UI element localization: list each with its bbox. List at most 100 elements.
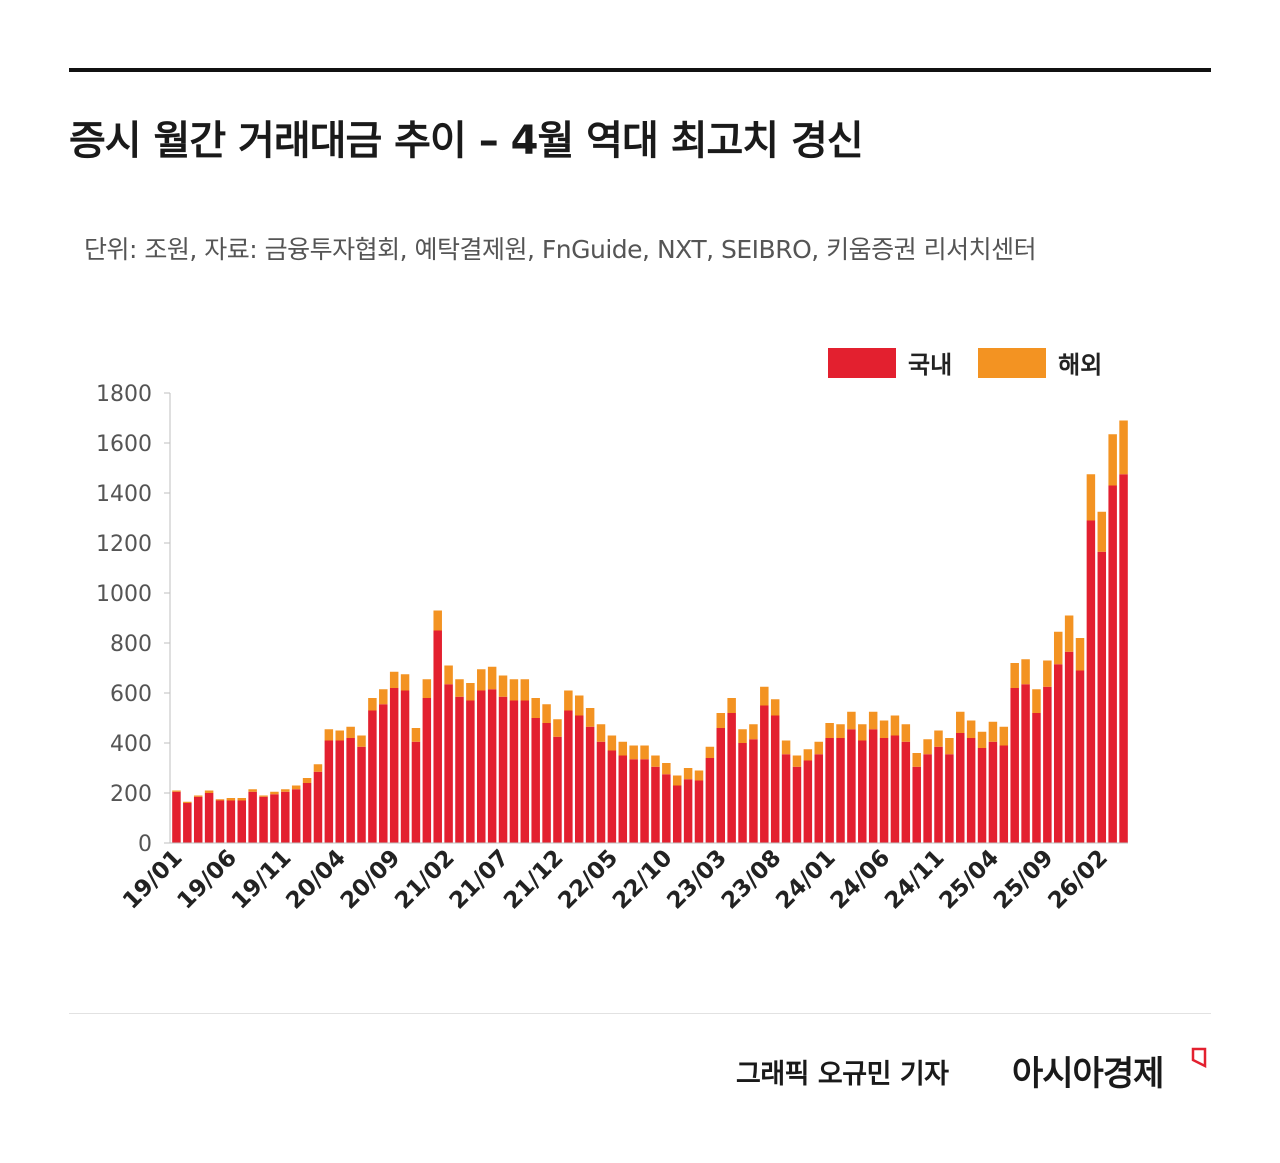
bar-overseas — [477, 669, 486, 691]
bar-overseas — [1119, 420, 1128, 475]
footer-credit: 그래픽 오규민 기자 — [736, 1059, 949, 1090]
bar-overseas — [662, 763, 671, 775]
bar-overseas — [738, 729, 747, 743]
bar-overseas — [542, 704, 551, 723]
brand-logo: 아시아경제 — [1012, 1054, 1164, 1094]
bar-domestic — [248, 791, 257, 843]
bar-overseas — [901, 724, 911, 742]
bar-domestic — [662, 774, 671, 843]
bar-domestic — [531, 718, 540, 843]
bar-domestic — [270, 794, 279, 843]
legend-item-overseas: 해외 — [978, 345, 1102, 380]
bar-domestic — [215, 800, 225, 843]
bar-overseas — [1064, 615, 1074, 652]
bar-domestic — [1086, 520, 1096, 843]
bar-overseas — [781, 740, 791, 755]
bar-domestic — [183, 803, 192, 843]
bar-domestic — [1021, 684, 1030, 843]
bar-overseas — [183, 801, 192, 803]
legend-label-domestic: 국내 — [908, 351, 953, 379]
bar-overseas — [357, 735, 366, 747]
bar-domestic — [836, 738, 845, 843]
bar-domestic — [477, 690, 486, 843]
bar-domestic — [433, 630, 442, 843]
bar-overseas — [825, 723, 834, 738]
bar-domestic — [629, 759, 638, 843]
bar-domestic — [368, 710, 377, 843]
bar-overseas — [411, 728, 421, 742]
bar-domestic — [1097, 551, 1107, 843]
bar-domestic — [716, 728, 726, 843]
bar-domestic — [379, 704, 388, 843]
bar-domestic — [585, 726, 595, 843]
bar-domestic — [651, 766, 660, 843]
bar-overseas — [270, 791, 279, 795]
legend-swatch-overseas — [978, 347, 1047, 378]
bar-domestic — [672, 785, 682, 843]
bar-domestic — [357, 746, 366, 843]
bar-overseas — [1097, 511, 1107, 552]
x-tick-label: 19/11 — [227, 845, 297, 915]
bar-domestic — [422, 698, 432, 843]
stacked-bar-chart: 02004006008001000120014001600180019/0119… — [96, 382, 1128, 915]
x-tick-label: 24/01 — [771, 845, 841, 915]
bar-domestic — [1075, 670, 1085, 843]
bar-domestic — [596, 741, 606, 843]
bar-domestic — [193, 796, 203, 843]
bar-domestic — [879, 738, 889, 843]
chart-subtitle: 단위: 조원, 자료: 금융투자협회, 예탁결제원, FnGuide, NXT,… — [84, 235, 1037, 264]
bar-overseas — [1010, 663, 1019, 688]
bar-overseas — [1075, 638, 1085, 671]
bar-domestic — [204, 793, 214, 843]
bar-overseas — [727, 698, 736, 713]
y-tick-label: 800 — [110, 632, 152, 657]
bar-overseas — [1021, 659, 1030, 685]
bar-domestic — [1032, 713, 1041, 843]
bar-domestic — [792, 766, 802, 843]
x-tick-label: 19/01 — [118, 845, 188, 915]
bar-domestic — [1043, 686, 1052, 843]
bar-overseas — [193, 795, 203, 797]
bar-domestic — [281, 791, 290, 843]
bar-overseas — [749, 724, 758, 740]
y-tick-label: 1800 — [96, 382, 152, 407]
bar-overseas — [498, 675, 508, 697]
bar-overseas — [814, 741, 823, 755]
bar-domestic — [226, 800, 236, 843]
y-tick-label: 1400 — [96, 482, 152, 507]
bar-domestic — [346, 738, 355, 843]
legend-swatch-domestic — [828, 347, 896, 378]
bar-overseas — [520, 679, 530, 701]
bar-overseas — [215, 799, 225, 801]
y-tick-label: 600 — [110, 682, 152, 707]
y-tick-label: 1000 — [96, 582, 152, 607]
bar-domestic — [934, 746, 943, 843]
bar-overseas — [1053, 631, 1063, 665]
bar-overseas — [281, 789, 290, 792]
x-tick-label: 23/08 — [717, 845, 787, 915]
bar-overseas — [346, 726, 355, 738]
bar-overseas — [1086, 474, 1096, 521]
bar-domestic — [607, 750, 617, 843]
bar-overseas — [585, 708, 595, 727]
bar-domestic — [814, 754, 823, 843]
bar-overseas — [890, 715, 900, 736]
bar-domestic — [912, 766, 921, 843]
x-tick-label: 26/02 — [1043, 845, 1113, 915]
bar-overseas — [868, 711, 878, 730]
bar-domestic — [868, 729, 878, 843]
bar-overseas — [531, 698, 540, 718]
bar-domestic — [259, 796, 268, 843]
bar-overseas — [694, 770, 704, 781]
bar-domestic — [1064, 651, 1074, 843]
x-tick-label: 20/04 — [281, 845, 351, 915]
bar-overseas — [455, 679, 464, 697]
bar-overseas — [683, 768, 693, 780]
bar-overseas — [651, 755, 660, 767]
legend: 국내 해외 — [828, 345, 1128, 380]
bar-domestic — [705, 758, 715, 843]
bar-domestic — [760, 705, 769, 843]
bar-domestic — [335, 740, 344, 843]
bar-overseas — [324, 729, 334, 741]
bar-domestic — [302, 783, 312, 843]
